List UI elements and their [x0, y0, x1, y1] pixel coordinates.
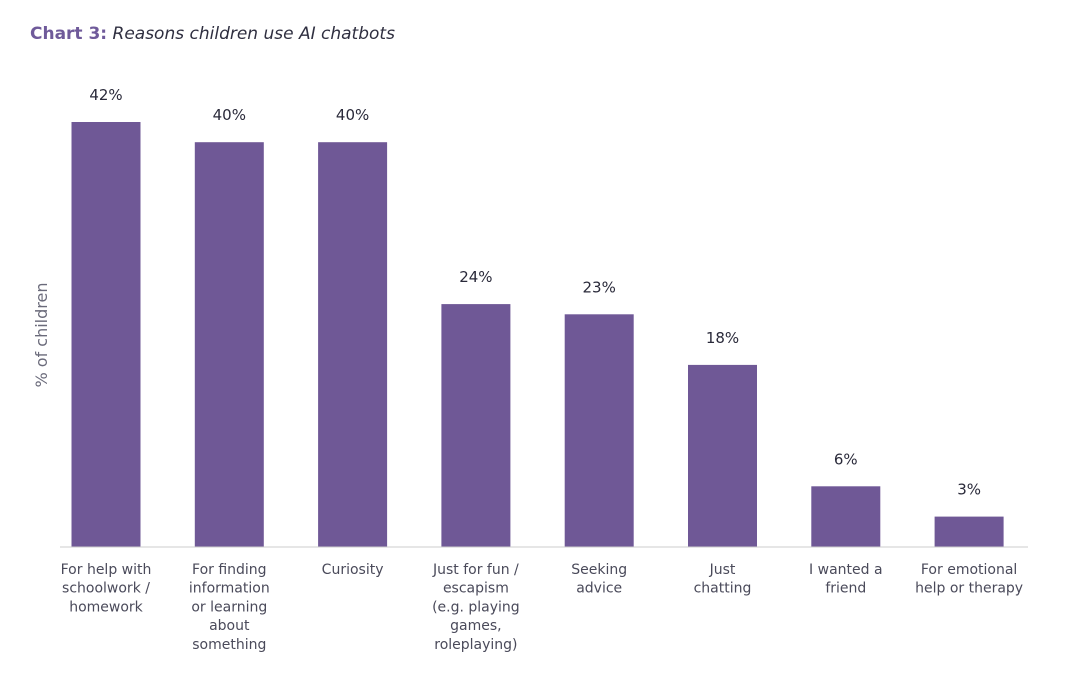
- value-label-6: 6%: [834, 450, 858, 468]
- category-label-line: Seeking: [571, 562, 627, 578]
- category-label-line: schoolwork /: [62, 581, 150, 597]
- category-label-4: Seeking advice: [571, 562, 627, 597]
- bar-2: [318, 142, 388, 547]
- category-label-line: escapism: [443, 581, 509, 597]
- category-label-line: Just: [709, 562, 736, 578]
- category-label-5: Just chatting: [694, 562, 752, 597]
- bar-0: [71, 122, 141, 547]
- category-label-line: Curiosity: [322, 562, 384, 578]
- category-label-line: roleplaying): [434, 637, 517, 653]
- category-label-line: I wanted a: [809, 562, 883, 578]
- category-label-line: information: [189, 581, 270, 597]
- value-label-0: 42%: [89, 86, 122, 104]
- bars-group: [71, 122, 1004, 547]
- category-label-6: I wanted a friend: [809, 562, 883, 597]
- category-label-line: For emotional: [921, 562, 1017, 578]
- category-label-0: For help with schoolwork / homework: [61, 562, 152, 615]
- bar-3: [441, 304, 511, 547]
- bar-1: [194, 142, 264, 547]
- category-label-line: homework: [69, 599, 143, 615]
- bar-5: [688, 364, 757, 547]
- category-labels-group: For help with schoolwork / homework For fin…: [61, 562, 1023, 653]
- category-label-line: Just for fun /: [432, 562, 519, 578]
- category-label-line: For help with: [61, 562, 152, 578]
- bar-4: [564, 314, 634, 547]
- value-label-2: 40%: [336, 106, 369, 124]
- bar-7: [934, 516, 1004, 547]
- y-axis-title: % of children: [32, 283, 51, 388]
- bar-6: [811, 486, 881, 547]
- category-label-line: games,: [450, 618, 501, 634]
- category-label-line: (e.g. playing: [432, 599, 520, 615]
- category-label-line: friend: [825, 581, 866, 597]
- category-label-line: advice: [576, 581, 622, 597]
- value-labels-group: 42% 40% 40% 24% 23% 18% 6% 3%: [89, 86, 981, 499]
- value-label-5: 18%: [706, 329, 739, 347]
- value-label-3: 24%: [459, 268, 492, 286]
- value-label-7: 3%: [957, 481, 981, 499]
- category-label-2: Curiosity: [322, 562, 384, 578]
- chart-title: Chart 3: Reasons children use AI chatbot…: [30, 24, 395, 44]
- category-label-line: chatting: [694, 581, 752, 597]
- category-label-line: For finding: [192, 562, 267, 578]
- category-label-line: help or therapy: [915, 581, 1023, 597]
- category-label-3: Just for fun / escapism (e.g. playing games…: [432, 562, 520, 653]
- value-label-4: 23%: [583, 278, 616, 296]
- category-label-1: For finding information or learning about so…: [189, 562, 270, 653]
- chart-title-text: Reasons children use AI chatbots: [112, 24, 395, 44]
- category-label-7: For emotional help or therapy: [915, 562, 1023, 597]
- category-label-line: something: [192, 637, 266, 653]
- chart-title-prefix: Chart 3:: [30, 24, 108, 44]
- value-label-1: 40%: [213, 106, 246, 124]
- category-label-line: or learning: [191, 599, 267, 615]
- category-label-line: about: [209, 618, 250, 634]
